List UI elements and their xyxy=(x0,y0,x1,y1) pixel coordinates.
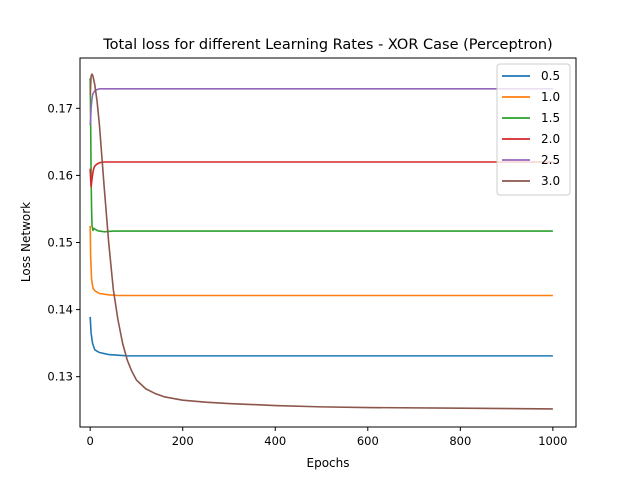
x-axis-ticks: 0 200 400 600 800 1000 xyxy=(87,427,568,448)
chart-title: Total loss for different Learning Rates … xyxy=(102,37,552,53)
y-tick-label: 0.13 xyxy=(47,370,73,384)
x-axis-label: Epochs xyxy=(307,456,350,470)
y-axis-label: Loss Network xyxy=(19,202,33,282)
legend-label-3: 2.0 xyxy=(541,132,560,146)
series-line-1 xyxy=(89,225,553,297)
x-tick-label: 800 xyxy=(449,434,471,448)
plot-lines xyxy=(89,73,553,410)
legend-label-1: 1.0 xyxy=(541,90,560,104)
legend: 0.5 1.0 1.5 2.0 2.5 3.0 xyxy=(496,63,571,196)
series-line-4 xyxy=(89,88,553,126)
x-tick-label: 600 xyxy=(357,434,379,448)
series-line-0 xyxy=(89,316,553,357)
legend-label-0: 0.5 xyxy=(541,69,560,83)
x-tick-label: 1000 xyxy=(538,434,567,448)
series-line-2 xyxy=(89,78,553,233)
series-line-5 xyxy=(89,73,553,410)
y-tick-label: 0.15 xyxy=(47,236,73,250)
x-tick-label: 400 xyxy=(264,434,286,448)
legend-label-4: 2.5 xyxy=(541,153,560,167)
x-tick-label: 0 xyxy=(87,434,94,448)
legend-label-5: 3.0 xyxy=(541,174,560,188)
x-tick-label: 200 xyxy=(172,434,194,448)
y-axis-ticks: 0.13 0.14 0.15 0.16 0.17 xyxy=(47,101,80,384)
series-line-3 xyxy=(89,161,553,188)
y-tick-label: 0.17 xyxy=(47,101,73,115)
y-tick-label: 0.14 xyxy=(47,303,73,317)
y-tick-label: 0.16 xyxy=(47,168,73,182)
legend-label-2: 1.5 xyxy=(541,111,560,125)
